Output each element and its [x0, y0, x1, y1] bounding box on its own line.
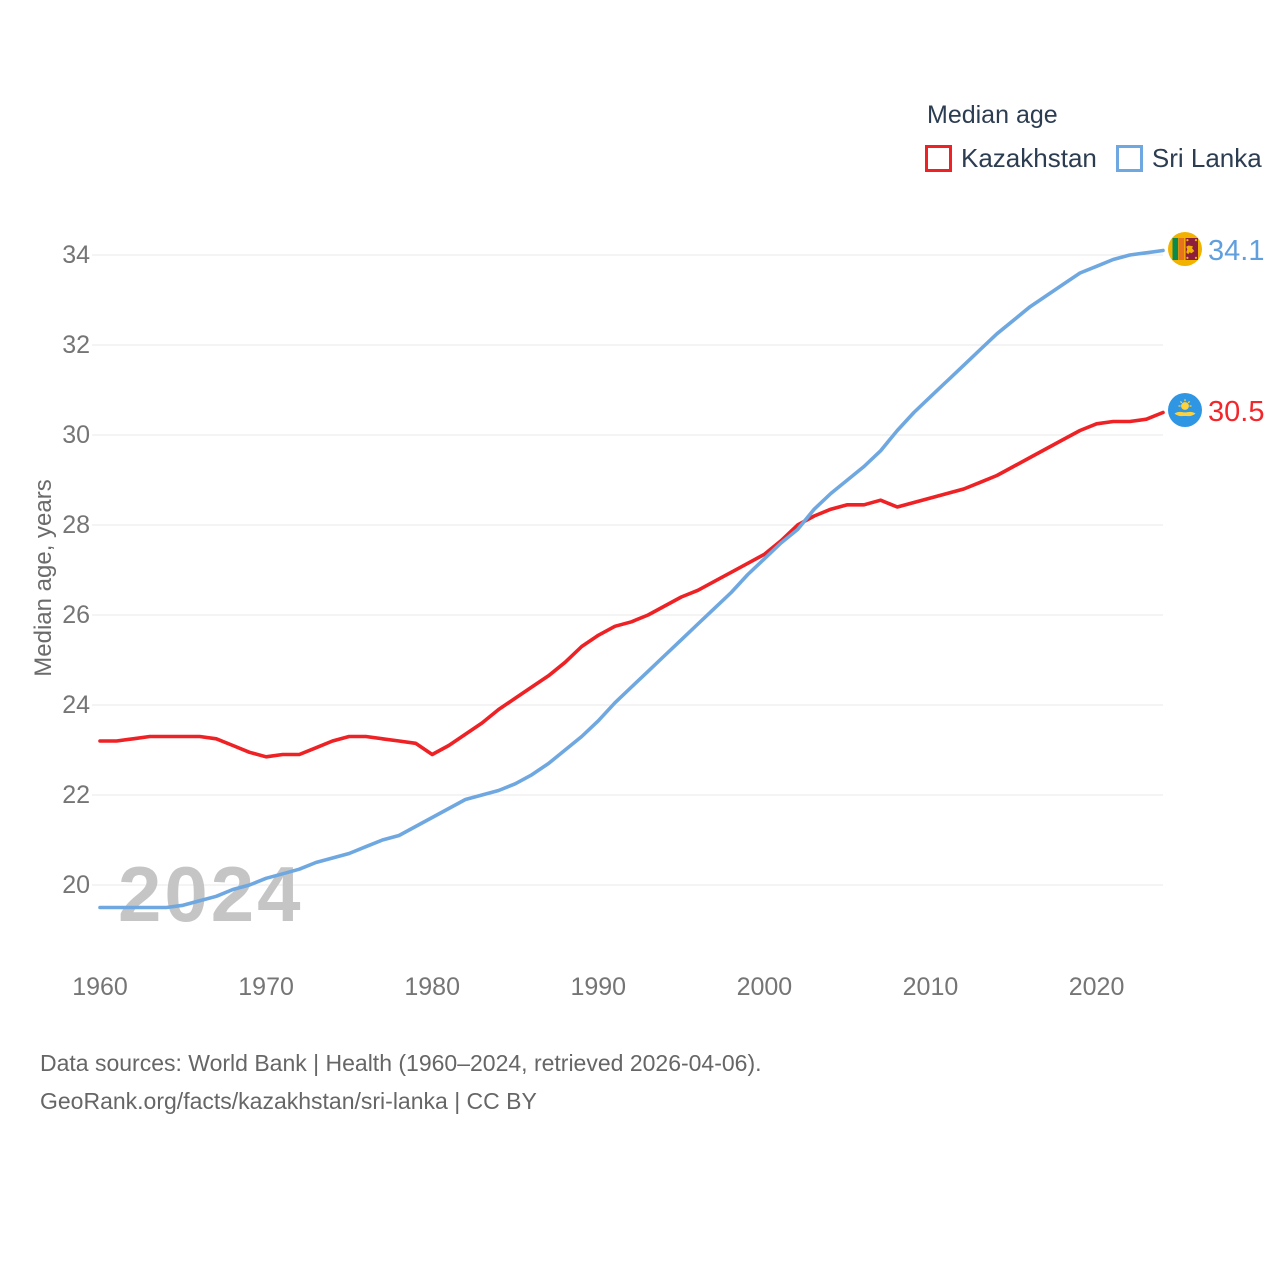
y-tick-label-24: 24: [62, 691, 90, 719]
attribution-text: GeoRank.org/facts/kazakhstan/sri-lanka |…: [40, 1088, 537, 1114]
x-tick-label-1990: 1990: [570, 973, 627, 1001]
y-tick-label-20: 20: [62, 871, 90, 899]
x-tick-label-2010: 2010: [902, 973, 959, 1001]
y-tick-label-30: 30: [62, 421, 90, 449]
y-tick-label-32: 32: [62, 331, 90, 359]
legend-title: Median age: [927, 101, 1058, 129]
watermark-year: 2024: [118, 850, 304, 938]
legend: Median age Kazakhstan Sri Lanka: [925, 101, 1262, 174]
y-tick-label-26: 26: [62, 601, 90, 629]
y-axis-title: Median age, years: [30, 479, 57, 677]
sri-lanka-line: [98, 248, 1165, 910]
y-tick-label-28: 28: [62, 511, 90, 539]
y-tick-label-34: 34: [62, 241, 90, 269]
x-tick-label-1980: 1980: [404, 973, 460, 1001]
x-tick-label-1960: 1960: [72, 973, 128, 1001]
sri-lanka-flag-icon: [1168, 232, 1202, 266]
sri-lanka-end-value: 34.1: [1208, 235, 1265, 267]
gridlines: [92, 254, 1163, 886]
y-tick-label-22: 22: [62, 781, 90, 809]
kazakhstan-flag-icon: [1168, 393, 1202, 427]
chart-footer: Data sources: World Bank | Health (1960–…: [40, 1044, 762, 1120]
x-tick-label-1970: 1970: [238, 973, 294, 1001]
sri-lanka-legend-label[interactable]: Sri Lanka: [1151, 143, 1262, 173]
kazakhstan-legend-swatch[interactable]: [925, 145, 952, 172]
x-tick-label-2000: 2000: [736, 973, 793, 1001]
kazakhstan-legend-label[interactable]: Kazakhstan: [961, 143, 1097, 173]
sri-lanka-legend-swatch[interactable]: [1115, 145, 1143, 172]
x-tick-label-2020: 2020: [1068, 973, 1125, 1001]
kazakhstan-end-value: 30.5: [1208, 396, 1265, 428]
kazakhstan-line: [98, 410, 1165, 759]
legend-items: Kazakhstan Sri Lanka: [925, 143, 1262, 174]
data-sources-text: Data sources: World Bank | Health (1960–…: [40, 1050, 762, 1076]
series-lines: [98, 248, 1165, 910]
